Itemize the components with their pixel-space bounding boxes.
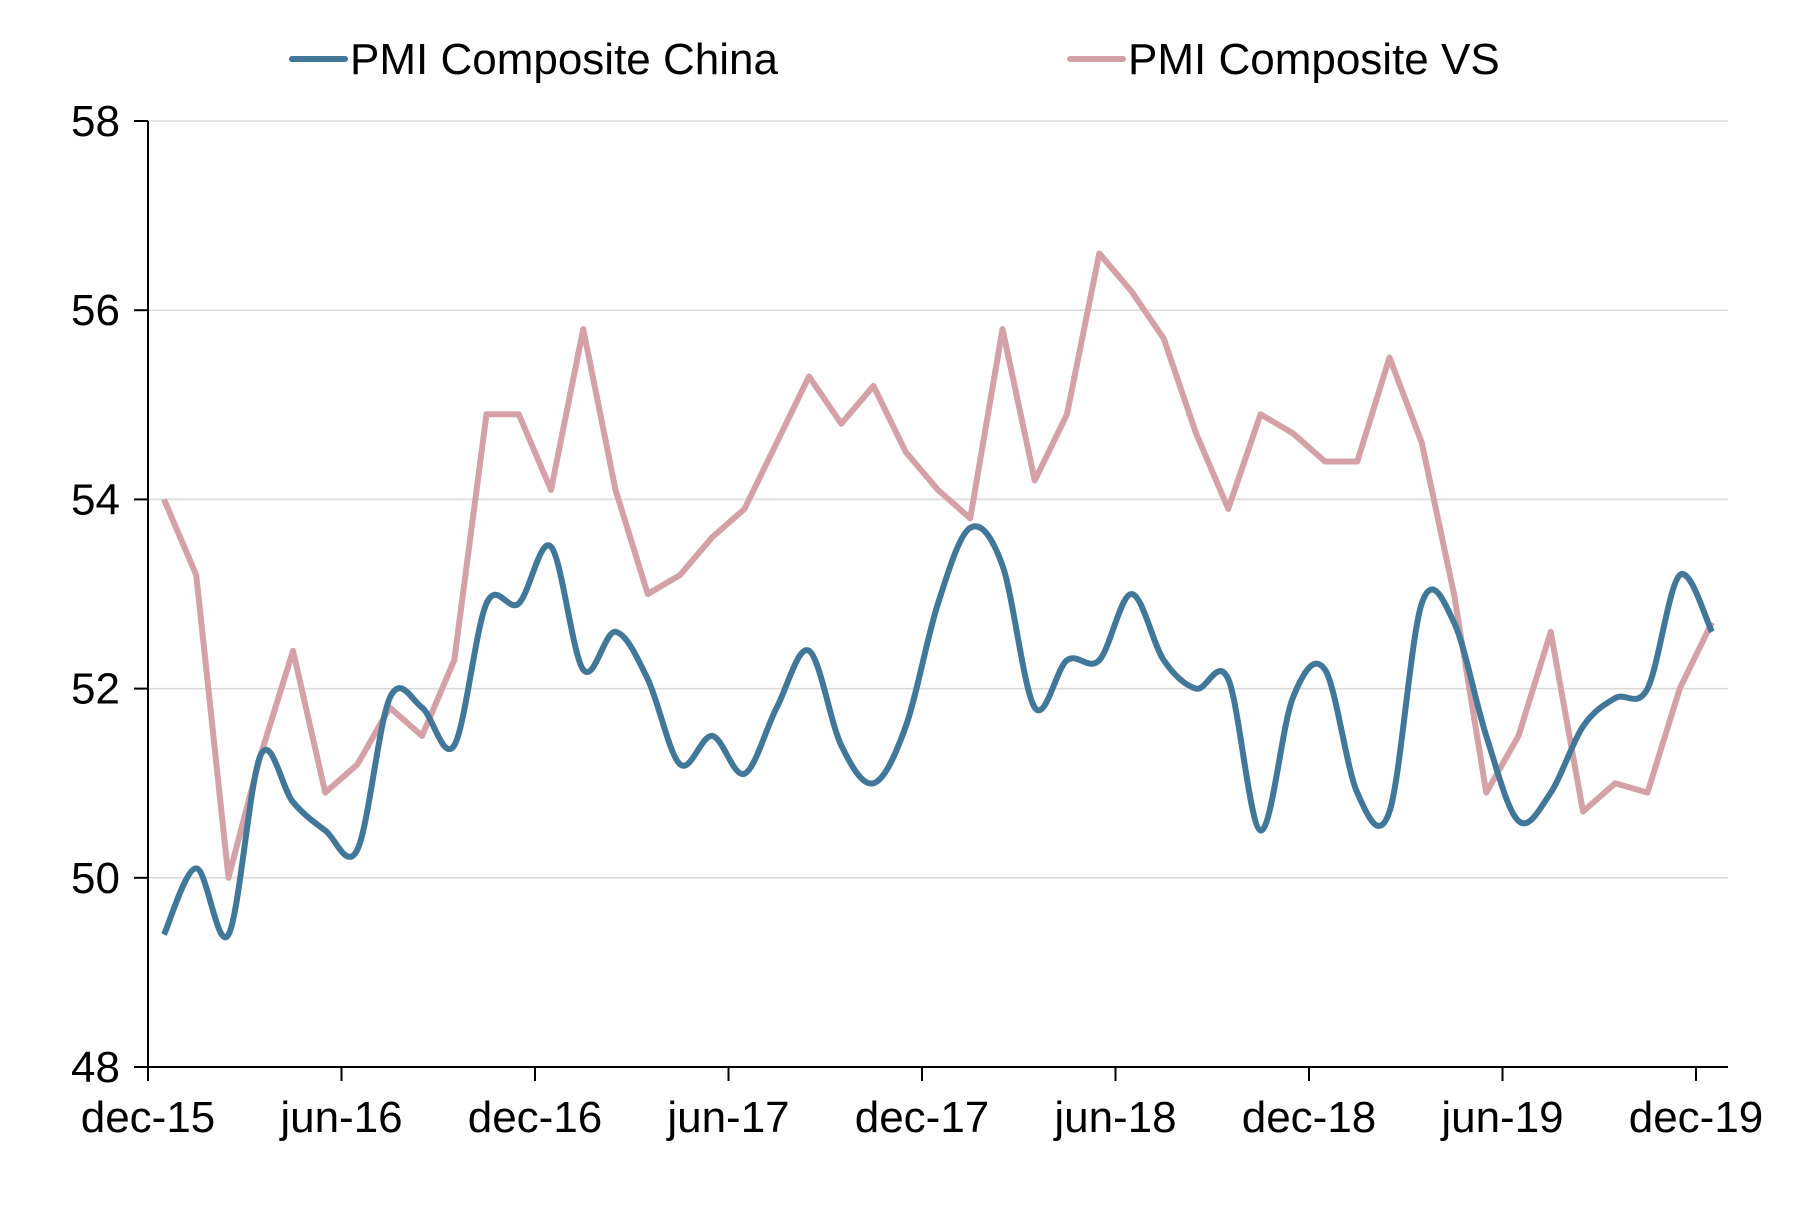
y-axis-ticks: 48 50 52 54 56 58 — [71, 97, 148, 1092]
legend-item-vs: PMI Composite VS — [1067, 35, 1500, 84]
series-lines — [161, 250, 1715, 941]
y-tick-label: 48 — [71, 1043, 120, 1092]
legend-item-china: PMI Composite China — [289, 35, 778, 84]
legend-label: PMI Composite China — [350, 35, 778, 84]
x-tick-label: jun-18 — [1052, 1093, 1176, 1142]
x-tick-label: dec-17 — [855, 1093, 990, 1142]
legend-label: PMI Composite VS — [1128, 35, 1500, 84]
y-tick-label: 56 — [71, 286, 120, 335]
axes — [147, 121, 1728, 1068]
y-tick-label: 50 — [71, 854, 120, 903]
y-tick-label: 52 — [71, 665, 120, 714]
y-tick-label: 54 — [71, 475, 120, 524]
x-tick-label: dec-19 — [1629, 1093, 1764, 1142]
gridlines — [148, 120, 1728, 879]
x-tick-label: dec-15 — [81, 1093, 216, 1142]
y-tick-label: 58 — [71, 97, 120, 146]
series-line-pmi-composite-china — [161, 523, 1715, 941]
legend: PMI Composite China PMI Composite VS — [289, 35, 1500, 84]
x-tick-label: dec-18 — [1242, 1093, 1377, 1142]
x-tick-label: jun-16 — [278, 1093, 402, 1142]
x-tick-label: dec-16 — [468, 1093, 603, 1142]
x-tick-label: jun-19 — [1439, 1093, 1563, 1142]
x-tick-label: jun-17 — [665, 1093, 789, 1142]
series-line-pmi-composite-vs — [161, 250, 1715, 881]
x-axis-ticks: dec-15 jun-16 dec-16 jun-17 dec-17 jun-18 dec-… — [81, 1067, 1764, 1142]
